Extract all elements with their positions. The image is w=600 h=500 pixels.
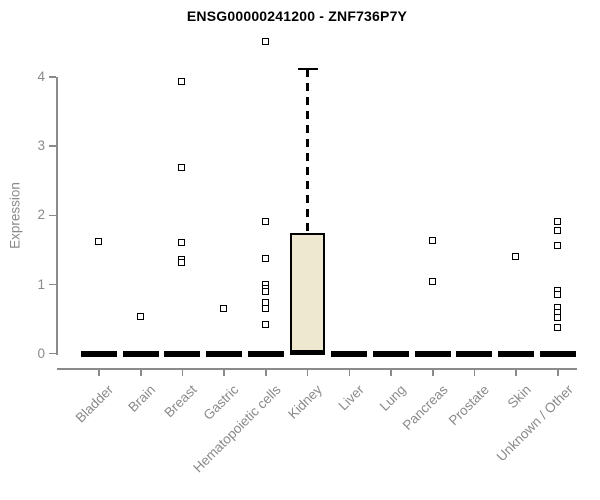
y-axis-tick bbox=[49, 76, 56, 78]
collapsed-box-bar bbox=[122, 350, 159, 357]
x-axis-tick bbox=[223, 368, 225, 376]
y-axis-tick bbox=[49, 352, 56, 355]
collapsed-box-bar bbox=[414, 350, 451, 357]
outlier-point bbox=[178, 78, 186, 86]
outlier-point bbox=[95, 238, 102, 246]
x-axis-tick bbox=[139, 368, 142, 376]
upper-whisker bbox=[306, 69, 309, 233]
outlier-point bbox=[261, 288, 269, 296]
y-axis-tick bbox=[49, 145, 56, 147]
collapsed-box-bar bbox=[331, 350, 368, 357]
x-axis-tick bbox=[348, 368, 351, 376]
collapsed-box-bar bbox=[81, 350, 117, 357]
x-axis-tick bbox=[181, 368, 184, 376]
collapsed-box-bar bbox=[498, 350, 535, 357]
outlier-point bbox=[553, 217, 561, 225]
kidney-box bbox=[290, 232, 326, 354]
collapsed-box-bar bbox=[539, 350, 576, 357]
x-tick-label: Prostate bbox=[445, 382, 493, 429]
outlier-point bbox=[261, 320, 269, 328]
x-axis-tick bbox=[515, 368, 517, 376]
outlier-point bbox=[553, 290, 561, 298]
outlier-point bbox=[553, 324, 561, 332]
x-tick-label: Gastric bbox=[200, 382, 242, 423]
outlier-point bbox=[512, 252, 520, 260]
y-axis-tick bbox=[49, 214, 56, 217]
outlier-point bbox=[428, 236, 436, 244]
outlier-point bbox=[428, 278, 436, 286]
median-line bbox=[290, 350, 326, 356]
outlier-point bbox=[136, 313, 144, 321]
x-tick-label: Lung bbox=[376, 382, 409, 414]
x-tick-label: Bladder bbox=[73, 382, 117, 426]
outlier-point bbox=[553, 227, 561, 235]
x-axis-tick bbox=[557, 368, 559, 376]
collapsed-box-bar bbox=[456, 350, 493, 357]
x-tick-label: Skin bbox=[504, 382, 534, 412]
x-axis-tick bbox=[431, 368, 434, 376]
y-axis-tick bbox=[49, 283, 56, 286]
y-tick-label: 2 bbox=[37, 207, 45, 223]
y-tick-label: 4 bbox=[37, 68, 45, 84]
x-axis-tick bbox=[306, 368, 309, 376]
y-axis bbox=[56, 76, 58, 356]
collapsed-box-bar bbox=[247, 350, 284, 357]
outlier-point bbox=[261, 254, 269, 262]
outlier-point bbox=[178, 259, 186, 267]
x-tick-label: Pancreas bbox=[399, 382, 451, 433]
outlier-point bbox=[178, 238, 186, 246]
outlier-point bbox=[261, 38, 269, 46]
chart-title: ENSG00000241200 - ZNF736P7Y bbox=[186, 8, 408, 24]
x-axis-tick bbox=[265, 368, 267, 376]
collapsed-box-bar bbox=[206, 350, 243, 357]
whisker-cap bbox=[297, 68, 318, 71]
outlier-point bbox=[261, 304, 269, 312]
outlier-point bbox=[261, 218, 269, 226]
x-tick-label: Kidney bbox=[285, 382, 326, 422]
outlier-point bbox=[220, 304, 228, 312]
y-tick-label: 0 bbox=[37, 345, 45, 361]
x-tick-label: Liver bbox=[335, 382, 367, 414]
y-tick-label: 3 bbox=[37, 138, 45, 154]
x-axis-tick bbox=[390, 368, 392, 376]
outlier-point bbox=[178, 163, 186, 171]
x-tick-label: Breast bbox=[161, 382, 201, 421]
x-axis-tick bbox=[473, 368, 476, 376]
x-tick-label: Brain bbox=[125, 382, 159, 415]
x-axis-tick bbox=[98, 368, 100, 376]
collapsed-box-bar bbox=[373, 350, 410, 357]
x-axis bbox=[57, 368, 577, 370]
outlier-point bbox=[553, 242, 561, 250]
collapsed-box-bar bbox=[164, 350, 201, 357]
x-tick-label: Unknown / Other bbox=[493, 382, 576, 465]
outlier-point bbox=[553, 313, 561, 321]
y-tick-label: 1 bbox=[37, 276, 45, 292]
